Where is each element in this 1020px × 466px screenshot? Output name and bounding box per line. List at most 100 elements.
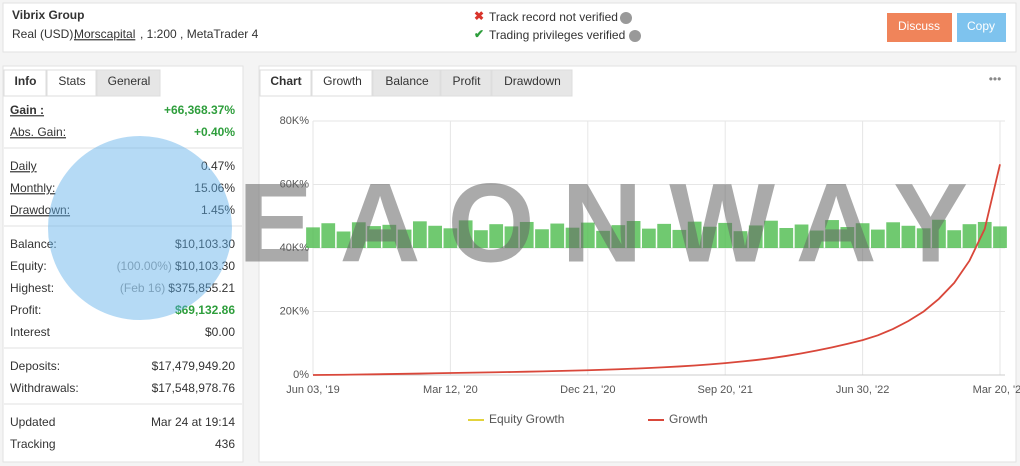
equity-bar [351, 222, 366, 248]
growth-line [312, 164, 1001, 376]
status-text: Trading privileges verified [489, 28, 625, 42]
stat-label: Highest: [10, 281, 54, 295]
equity-bar [397, 229, 412, 248]
equity-bar [550, 223, 565, 248]
equity-bar [443, 228, 458, 248]
y-tick-label: 40K% [280, 242, 310, 254]
x-tick-label: Sep 20, '21 [698, 384, 753, 396]
equity-bar [519, 221, 534, 248]
equity-bar [458, 220, 473, 248]
tab[interactable] [311, 69, 373, 97]
watermark-text: EAONWAY [238, 161, 968, 286]
stat-label: Abs. Gain: [10, 125, 66, 139]
info-icon[interactable] [620, 12, 632, 24]
equity-bar [947, 230, 962, 248]
equity-bar [428, 225, 443, 248]
legend-label: Equity Growth [489, 412, 564, 426]
account-type: Real (USD), [12, 27, 77, 41]
status-text: Track record not verified [489, 10, 618, 24]
equity-bar [412, 221, 427, 248]
stat-label: Updated [10, 415, 55, 429]
y-tick-label: 20K% [280, 305, 310, 317]
stat-note: (100.00%) [117, 259, 172, 273]
check-icon: ✔ [474, 27, 484, 41]
header-box [2, 2, 1017, 53]
stat-value: +0.40% [194, 125, 235, 139]
stat-note: (Feb 16) [120, 281, 165, 295]
equity-bar [336, 231, 351, 248]
equity-bar [382, 224, 397, 248]
discuss-button[interactable] [887, 13, 952, 42]
equity-bar [718, 222, 733, 248]
equity-bar [962, 224, 977, 248]
copy-button[interactable] [957, 13, 1006, 42]
equity-bar [794, 224, 809, 248]
equity-bar [535, 229, 549, 248]
stat-value: $10,103.30 [175, 259, 235, 273]
tab-label[interactable]: Stats [58, 74, 85, 88]
equity-bar [825, 220, 839, 248]
tab-label[interactable]: Profit [452, 74, 481, 88]
stats-panel [2, 65, 244, 463]
chart-panel [258, 65, 1017, 463]
tab[interactable] [96, 69, 161, 97]
x-tick-label: Jun 03, '19 [286, 384, 339, 396]
tab-label[interactable]: Growth [323, 74, 362, 88]
tab-label[interactable]: Balance [385, 74, 429, 88]
x-tick-label: Dec 21, '20 [560, 384, 615, 396]
button-label[interactable]: Discuss [898, 19, 940, 33]
equity-bar [932, 219, 946, 248]
equity-bar [886, 222, 901, 248]
stat-label: Profit: [10, 303, 41, 317]
button-label[interactable]: Copy [967, 19, 995, 33]
tab[interactable] [491, 69, 573, 97]
equity-bar [626, 221, 641, 248]
stat-label: Drawdown: [10, 203, 70, 217]
stat-label: Gain : [10, 103, 44, 117]
tab[interactable] [372, 69, 441, 97]
equity-bar [977, 221, 992, 248]
stat-value: 0.47% [201, 159, 235, 173]
equity-bar [779, 227, 794, 248]
y-tick-label: 80K% [280, 115, 310, 127]
tab[interactable] [259, 69, 312, 97]
stat-label: Deposits: [10, 359, 60, 373]
y-tick-label: 0% [293, 369, 309, 381]
stat-value: 15.06% [194, 181, 235, 195]
stat-value: $17,479,949.20 [152, 359, 236, 373]
x-tick-label: Mar 12, '20 [423, 384, 478, 396]
account-details: , 1:200 , MetaTrader 4 [140, 27, 259, 41]
equity-bar [504, 226, 519, 248]
equity-bar [321, 223, 336, 248]
tab-label[interactable]: General [108, 74, 151, 88]
equity-bar [840, 227, 855, 248]
menu-icon[interactable]: ••• [989, 72, 1002, 86]
tab-label[interactable]: Drawdown [504, 74, 561, 88]
stat-value: 436 [215, 437, 235, 451]
stat-label: Interest [10, 325, 51, 339]
equity-bar [764, 220, 778, 248]
tab-label[interactable]: Chart [270, 74, 301, 88]
tab-label[interactable]: Info [15, 74, 37, 88]
tab[interactable] [46, 69, 97, 97]
stat-label: Balance: [10, 237, 57, 251]
equity-bar [809, 230, 824, 248]
stat-value: $0.00 [205, 325, 235, 339]
tab[interactable] [440, 69, 492, 97]
equity-bar [748, 225, 763, 248]
account-name: Vibrix Group [12, 8, 84, 22]
equity-bar [901, 225, 916, 248]
stat-value: Mar 24 at 19:14 [151, 415, 235, 429]
info-icon[interactable] [629, 30, 641, 42]
equity-bar [733, 231, 748, 248]
broker-link[interactable]: Morscapital [74, 27, 135, 41]
stat-label: Withdrawals: [10, 381, 79, 395]
watermark-logo [48, 136, 232, 320]
equity-bar [916, 228, 931, 248]
stat-label: Equity: [10, 259, 47, 273]
legend-label: Growth [669, 412, 708, 426]
equity-bar [687, 221, 702, 248]
equity-bar [596, 230, 610, 248]
tab[interactable] [3, 69, 47, 97]
